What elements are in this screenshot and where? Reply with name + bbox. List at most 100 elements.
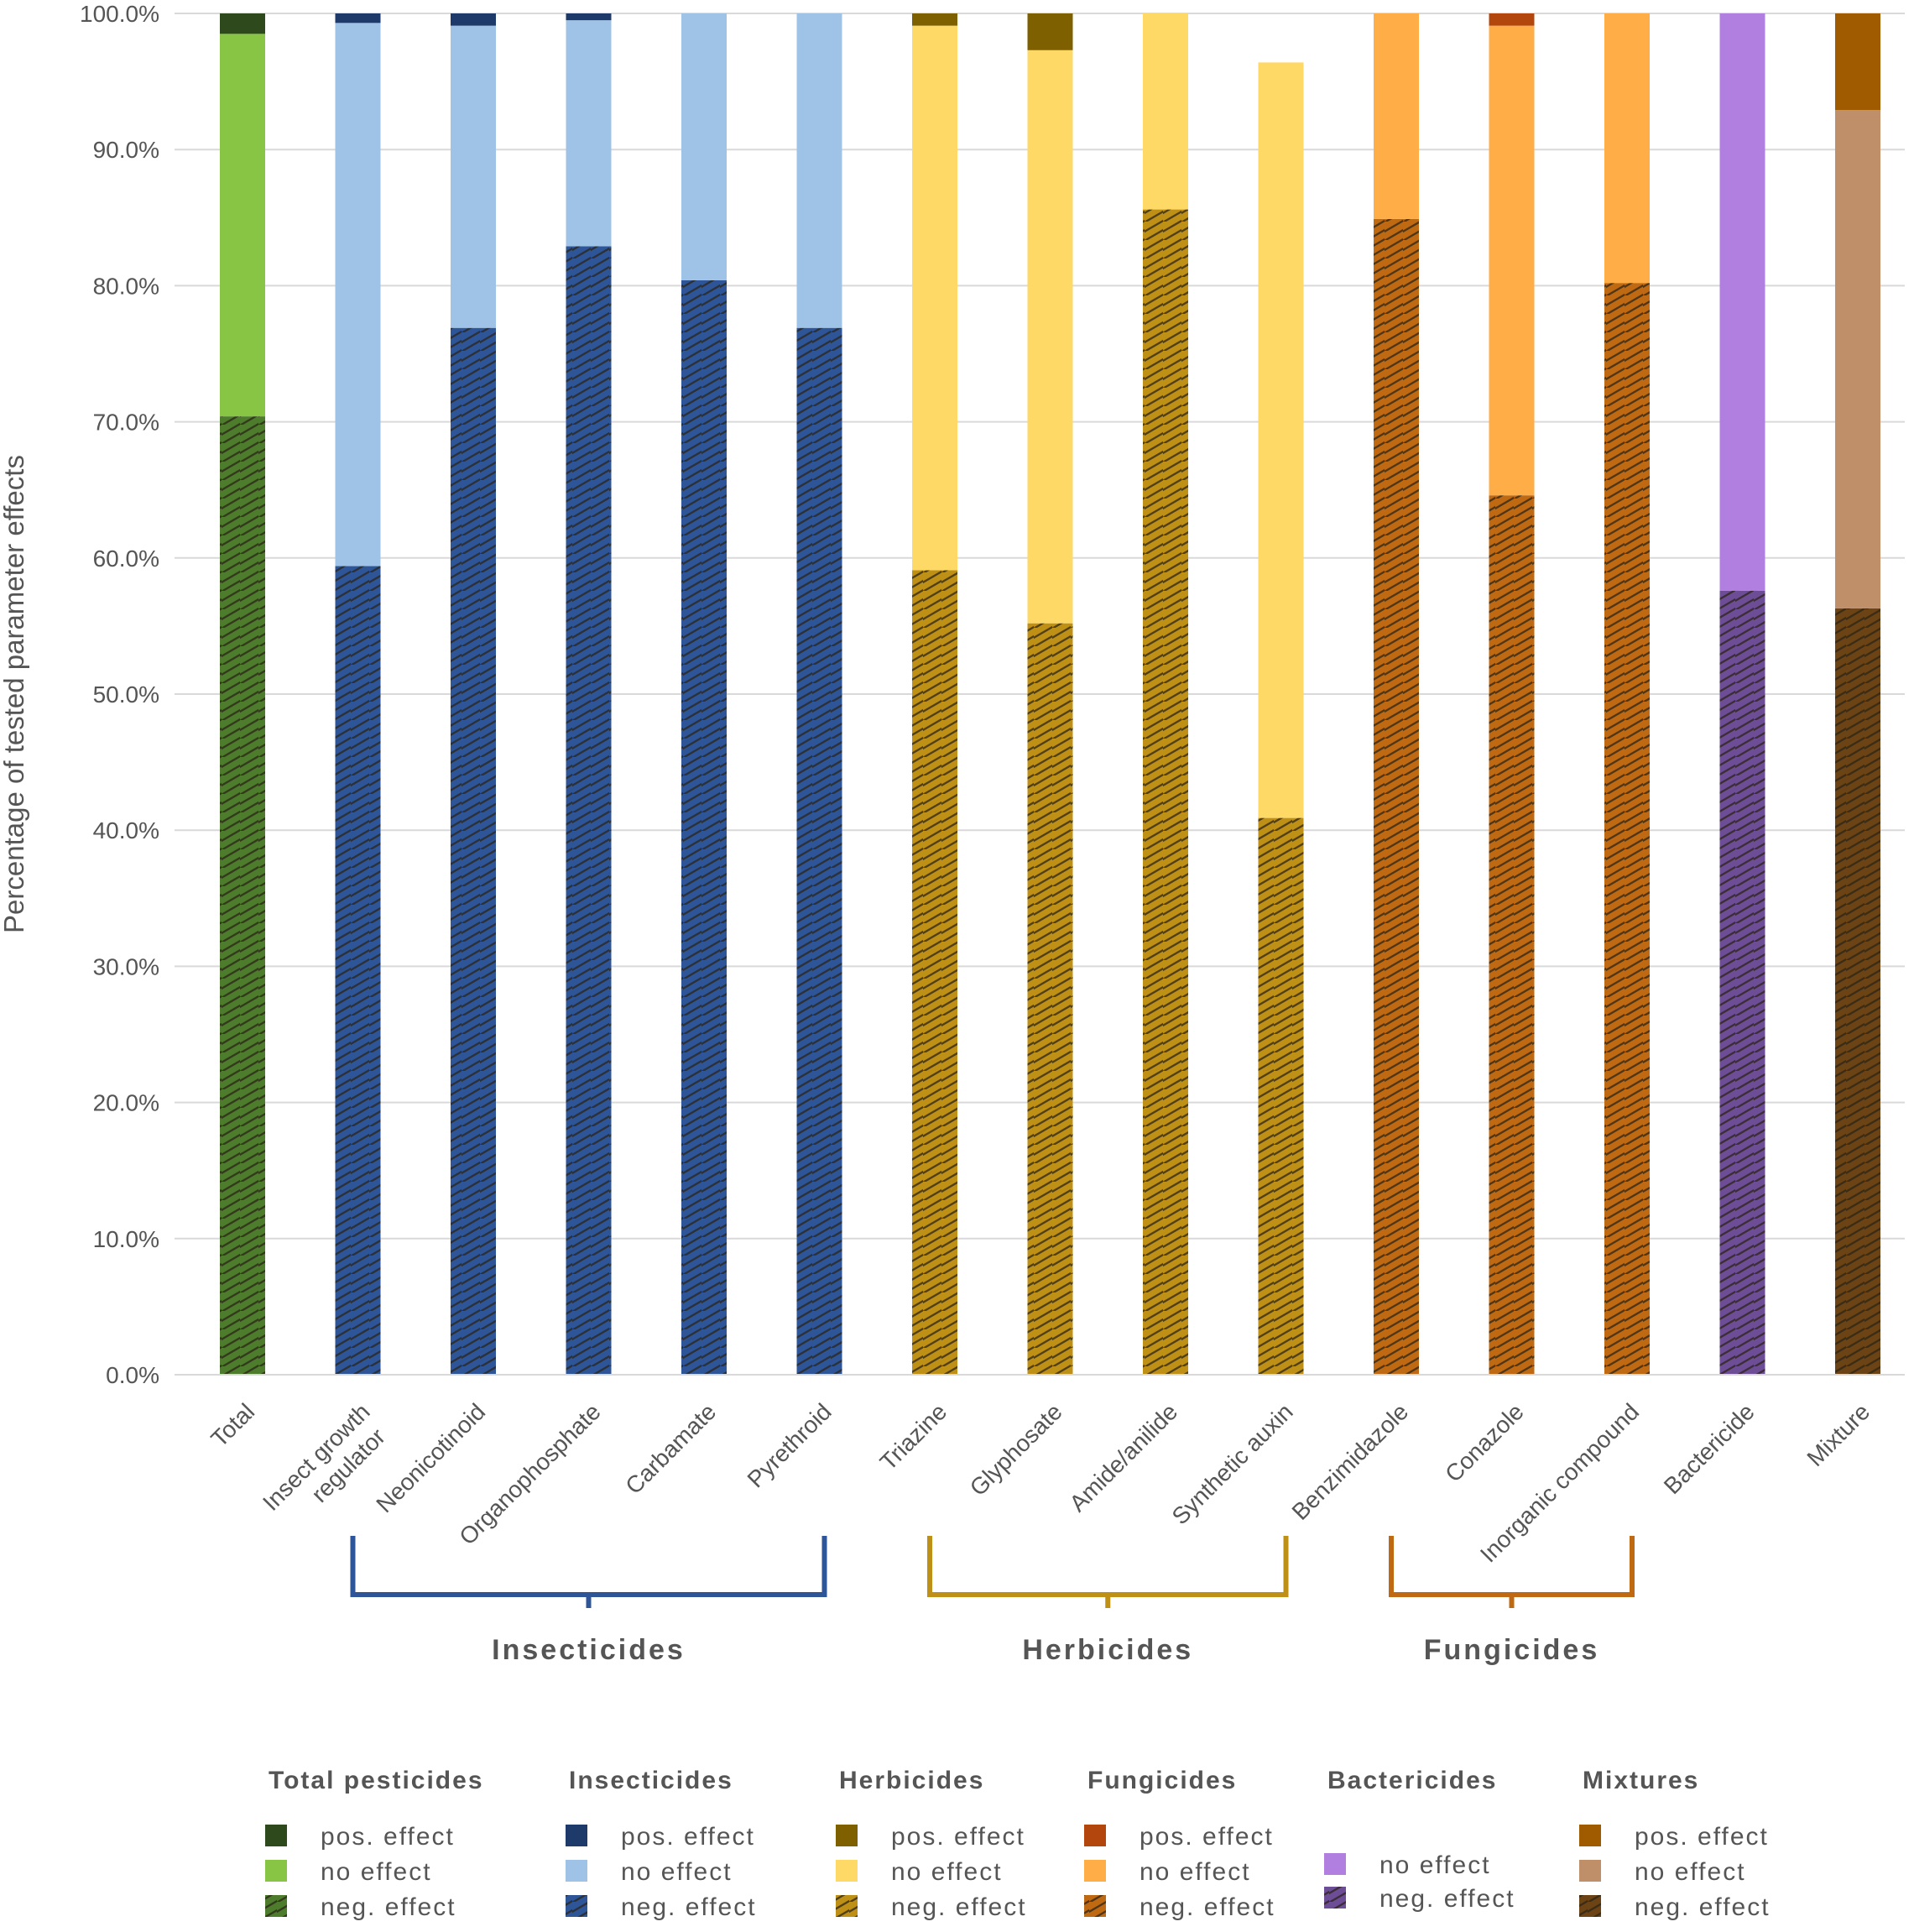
legend-insecticides: Insecticides pos. effect no effect neg. eff…	[566, 1767, 755, 1921]
bracket-herbicides	[927, 1536, 1289, 1608]
segment-pos-effect	[335, 13, 381, 23]
bar-neonicotinoid	[451, 13, 496, 1375]
group-label: Insecticides	[492, 1634, 686, 1666]
legend-swatch-no-effect	[566, 1860, 587, 1882]
y-tick-label: 50.0%	[93, 681, 159, 708]
segment-pos-effect	[566, 13, 612, 21]
legend-swatch-pos-effect	[836, 1825, 858, 1846]
segment-no-effect	[335, 23, 381, 567]
x-tick-label: Benzimidazole	[1287, 1398, 1414, 1525]
x-tick-label: Bactericide	[1659, 1398, 1760, 1499]
segment-neg-effect	[1027, 623, 1073, 1375]
legend-item-label: pos. effect	[1635, 1823, 1769, 1851]
segment-neg-effect	[1489, 495, 1535, 1375]
legend-item-label: no effect	[891, 1858, 1003, 1886]
legend-item-label: neg. effect	[1379, 1885, 1515, 1913]
segment-neg-effect	[451, 327, 496, 1375]
y-tick-label: 90.0%	[93, 137, 159, 163]
segment-no-effect	[220, 34, 265, 417]
segment-neg-effect	[796, 327, 842, 1375]
legend-title: Fungicides	[1087, 1767, 1237, 1794]
legend-swatch-neg-effect	[1324, 1887, 1346, 1909]
segment-pos-effect	[912, 13, 957, 26]
bar-glyphosate	[1027, 13, 1073, 1375]
bar-insect-growth-regulator	[335, 13, 381, 1375]
x-tick-label: Amide/anilide	[1064, 1398, 1182, 1517]
legend-item-label: no effect	[321, 1858, 432, 1886]
segment-pos-effect	[451, 13, 496, 26]
y-tick-label: 0.0%	[106, 1362, 159, 1388]
segment-no-effect	[1027, 50, 1073, 624]
bar-pyrethroid	[796, 13, 842, 1375]
segment-no-effect	[1489, 25, 1535, 496]
segment-no-effect	[1143, 13, 1188, 210]
y-axis: 0.0% 10.0% 20.0% 30.0% 40.0% 50.0% 60.0% 70.0% 8…	[80, 1, 159, 1388]
y-tick-label: 10.0%	[93, 1226, 159, 1252]
legend-title: Bactericides	[1327, 1767, 1497, 1794]
legend-item-label: neg. effect	[891, 1893, 1027, 1921]
bar-amide-anilide	[1143, 13, 1188, 1375]
x-tick-label: Carbamate	[620, 1398, 721, 1499]
legend-total-pesticides: Total pesticides pos. effect no effect neg.…	[265, 1767, 484, 1921]
x-tick-label: Triazine	[875, 1398, 952, 1475]
legend: Total pesticides pos. effect no effect neg.…	[265, 1767, 1769, 1921]
segment-neg-effect	[335, 566, 381, 1375]
legend-swatch-no-effect	[1084, 1860, 1106, 1882]
bar-organophosphate	[566, 13, 612, 1375]
segment-neg-effect	[1835, 608, 1880, 1375]
legend-swatch-pos-effect	[265, 1825, 287, 1846]
bar-mixture	[1835, 13, 1880, 1375]
legend-swatch-no-effect	[1579, 1860, 1601, 1882]
segment-neg-effect	[1374, 218, 1419, 1375]
segment-pos-effect	[1835, 13, 1880, 111]
segment-no-effect	[451, 25, 496, 328]
legend-swatch-no-effect	[1324, 1853, 1346, 1875]
bar-synthetic-auxin	[1258, 62, 1304, 1375]
bar-inorganic-compound	[1604, 13, 1650, 1375]
legend-item-label: no effect	[1379, 1851, 1491, 1879]
legend-item-label: neg. effect	[321, 1893, 456, 1921]
legend-item-label: no effect	[621, 1858, 733, 1886]
bars	[220, 13, 1880, 1375]
x-tick-label: Total	[206, 1398, 259, 1452]
segment-neg-effect	[220, 416, 265, 1375]
legend-title: Herbicides	[839, 1767, 984, 1794]
y-tick-label: 70.0%	[93, 410, 159, 436]
legend-fungicides: Fungicides pos. effect no effect neg. effec…	[1084, 1767, 1275, 1921]
x-tick-label: Conazole	[1440, 1398, 1529, 1487]
legend-mixtures: Mixtures pos. effect no effect neg. effect	[1579, 1767, 1769, 1921]
segment-neg-effect	[1258, 817, 1304, 1375]
y-axis-label: Percentage of tested parameter effects	[0, 455, 29, 933]
legend-item-label: no effect	[1140, 1858, 1251, 1886]
y-tick-label: 60.0%	[93, 546, 159, 572]
legend-item-label: no effect	[1635, 1858, 1746, 1886]
group-brackets: Insecticides Herbicides Fungicides	[350, 1536, 1635, 1666]
y-tick-label: 30.0%	[93, 953, 159, 979]
x-tick-label: Mixture	[1802, 1398, 1875, 1471]
bracket-insecticides	[350, 1536, 827, 1608]
segment-no-effect	[1374, 13, 1419, 219]
bracket-fungicides	[1389, 1536, 1635, 1608]
group-label: Fungicides	[1424, 1634, 1599, 1666]
x-tick-label: Neonicotinoid	[371, 1398, 490, 1517]
segment-no-effect	[681, 13, 727, 280]
segment-no-effect	[912, 25, 957, 571]
legend-swatch-neg-effect	[836, 1895, 858, 1917]
legend-herbicides: Herbicides pos. effect no effect neg. effec…	[836, 1767, 1027, 1921]
legend-item-label: pos. effect	[621, 1823, 755, 1851]
x-tick-label: Insect growthregulator	[258, 1398, 395, 1536]
segment-neg-effect	[1604, 283, 1650, 1375]
legend-title: Mixtures	[1583, 1767, 1699, 1794]
legend-swatch-neg-effect	[566, 1895, 587, 1917]
y-tick-label: 80.0%	[93, 273, 159, 299]
legend-item-label: neg. effect	[1140, 1893, 1275, 1921]
segment-neg-effect	[1719, 590, 1765, 1375]
legend-swatch-neg-effect	[1084, 1895, 1106, 1917]
segment-pos-effect	[220, 13, 265, 34]
legend-swatch-neg-effect	[265, 1895, 287, 1917]
legend-title: Total pesticides	[269, 1767, 484, 1794]
legend-item-label: pos. effect	[1140, 1823, 1274, 1851]
segment-pos-effect	[1027, 13, 1073, 50]
